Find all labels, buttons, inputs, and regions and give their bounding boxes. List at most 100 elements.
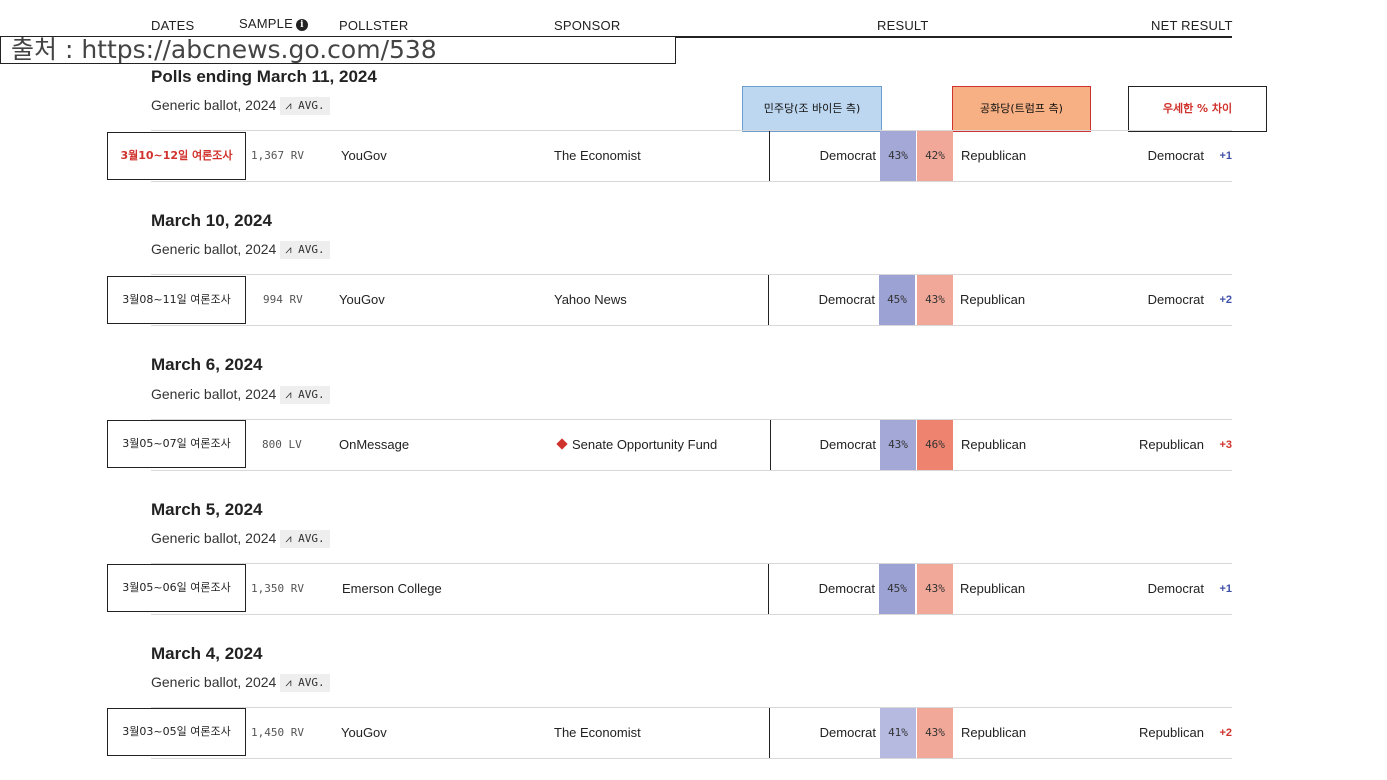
legend-difference-box: 우세한 % 차이 (1128, 86, 1267, 132)
dem-pct: 45% (879, 275, 915, 325)
net-party: Democrat (1147, 581, 1204, 596)
sample-size: 1,450 RV (251, 726, 304, 739)
net-party: Democrat (1147, 148, 1204, 163)
date-range-label: 3월05~07일 여론조사 (107, 420, 246, 468)
sponsor-name: Yahoo News (554, 292, 627, 307)
section-title: Polls ending March 11, 2024 (151, 67, 377, 86)
dem-label: Democrat (819, 437, 876, 452)
trend-icon: ⩘ (285, 243, 292, 256)
trend-icon: ⩘ (285, 388, 292, 401)
rep-pct: 43% (917, 275, 953, 325)
net-party: Republican (1138, 437, 1204, 452)
sample-size: 1,367 RV (251, 149, 304, 162)
column-header-result: RESULT (877, 18, 929, 33)
pollster-link[interactable]: OnMessage (339, 437, 410, 452)
dem-pct: 41% (880, 708, 916, 758)
dem-pct: 43% (880, 131, 916, 181)
sample-size: 994 RV (263, 293, 303, 306)
column-header-sample[interactable]: SAMPLE i (239, 16, 308, 31)
trend-icon: ⩘ (285, 99, 292, 112)
section-subtitle: Generic ballot, 2024 ⩘ AVG. (151, 530, 330, 548)
net-value: +1 (1219, 150, 1232, 162)
dem-label: Democrat (819, 148, 876, 163)
poll-row[interactable]: 1,450 RV YouGov The Economist Democrat 4… (151, 707, 1232, 759)
net-value: +2 (1219, 294, 1232, 306)
avg-badge[interactable]: ⩘ AVG. (280, 674, 330, 692)
section-subtitle: Generic ballot, 2024 ⩘ AVG. (151, 386, 330, 404)
column-header-dates: DATES (151, 18, 195, 33)
source-note: 출처 : https://abcnews.go.com/538 (0, 36, 676, 64)
result-divider (768, 564, 769, 614)
date-range-label: 3월08~11일 여론조사 (107, 276, 246, 324)
result-divider (768, 275, 769, 325)
column-header-sample-label: SAMPLE (239, 16, 293, 31)
date-range-label: 3월05~06일 여론조사 (107, 564, 246, 612)
legend-democrat-box: 민주당(조 바이든 측) (742, 86, 882, 132)
poll-row[interactable]: 800 LV OnMessage Senate Opportunity Fund… (151, 419, 1232, 471)
rep-label: Republican (961, 437, 1027, 452)
result-divider (769, 131, 770, 181)
avg-label: AVG. (298, 243, 325, 256)
generic-ballot-label: Generic ballot, 2024 (151, 386, 277, 402)
column-header-sponsor: SPONSOR (554, 18, 621, 33)
rep-label: Republican (961, 148, 1027, 163)
generic-ballot-label: Generic ballot, 2024 (151, 530, 277, 546)
column-header-net-result: NET RESULT (1151, 18, 1233, 33)
column-header-pollster: POLLSTER (339, 18, 409, 33)
pollster-link[interactable]: YouGov (341, 148, 387, 163)
trend-icon: ⩘ (285, 676, 292, 689)
rep-pct: 42% (917, 131, 953, 181)
sample-size: 800 LV (262, 438, 302, 451)
section-subtitle: Generic ballot, 2024 ⩘ AVG. (151, 674, 330, 692)
sponsor-name: Senate Opportunity Fund (572, 437, 718, 452)
avg-label: AVG. (298, 532, 325, 545)
date-range-label: 3월03~05일 여론조사 (107, 708, 246, 756)
dem-label: Democrat (819, 725, 876, 740)
section-title: March 6, 2024 (151, 355, 263, 374)
poll-row[interactable]: 1,350 RV Emerson College Democrat 45% 43… (151, 563, 1232, 615)
info-icon[interactable]: i (295, 19, 308, 31)
result-divider (769, 708, 770, 758)
dem-pct: 45% (879, 564, 915, 614)
avg-label: AVG. (298, 676, 325, 689)
section-subtitle: Generic ballot, 2024 ⩘ AVG. (151, 97, 330, 115)
pollster-link[interactable]: YouGov (339, 292, 385, 307)
avg-badge[interactable]: ⩘ AVG. (280, 386, 330, 404)
section-title: March 10, 2024 (151, 211, 272, 230)
net-value: +3 (1219, 439, 1232, 451)
net-value: +1 (1219, 583, 1232, 595)
sponsor-name: The Economist (554, 148, 641, 163)
poll-row[interactable]: 1,367 RV YouGov The Economist Democrat 4… (151, 130, 1232, 182)
avg-badge[interactable]: ⩘ AVG. (280, 97, 330, 115)
generic-ballot-label: Generic ballot, 2024 (151, 241, 277, 257)
rep-label: Republican (960, 292, 1026, 307)
avg-badge[interactable]: ⩘ AVG. (280, 241, 330, 259)
poll-row[interactable]: 994 RV YouGov Yahoo News Democrat 45% 43… (151, 274, 1232, 326)
dem-pct: 43% (880, 420, 916, 470)
rep-pct: 43% (917, 564, 953, 614)
avg-badge[interactable]: ⩘ AVG. (280, 530, 330, 548)
net-party: Republican (1138, 725, 1204, 740)
section-title: March 4, 2024 (151, 644, 263, 663)
partisan-sponsor-icon (556, 438, 568, 450)
pollster-link[interactable]: YouGov (341, 725, 387, 740)
result-divider (770, 420, 771, 470)
legend-republican-box: 공화당(트럼프 측) (952, 86, 1091, 132)
section-subtitle: Generic ballot, 2024 ⩘ AVG. (151, 241, 330, 259)
pollster-link[interactable]: Emerson College (342, 581, 442, 596)
sponsor-link[interactable]: Senate Opportunity Fund (556, 420, 718, 470)
rep-label: Republican (961, 725, 1027, 740)
trend-icon: ⩘ (285, 532, 292, 545)
date-range-label: 3월10~12일 여론조사 (107, 132, 246, 180)
header-divider (151, 36, 1232, 38)
generic-ballot-label: Generic ballot, 2024 (151, 674, 277, 690)
rep-pct: 43% (917, 708, 953, 758)
dem-label: Democrat (818, 581, 875, 596)
generic-ballot-label: Generic ballot, 2024 (151, 97, 277, 113)
sponsor-name: The Economist (554, 725, 641, 740)
rep-pct: 46% (917, 420, 953, 470)
dem-label: Democrat (818, 292, 875, 307)
rep-label: Republican (960, 581, 1026, 596)
net-party: Democrat (1147, 292, 1204, 307)
avg-label: AVG. (298, 99, 325, 112)
